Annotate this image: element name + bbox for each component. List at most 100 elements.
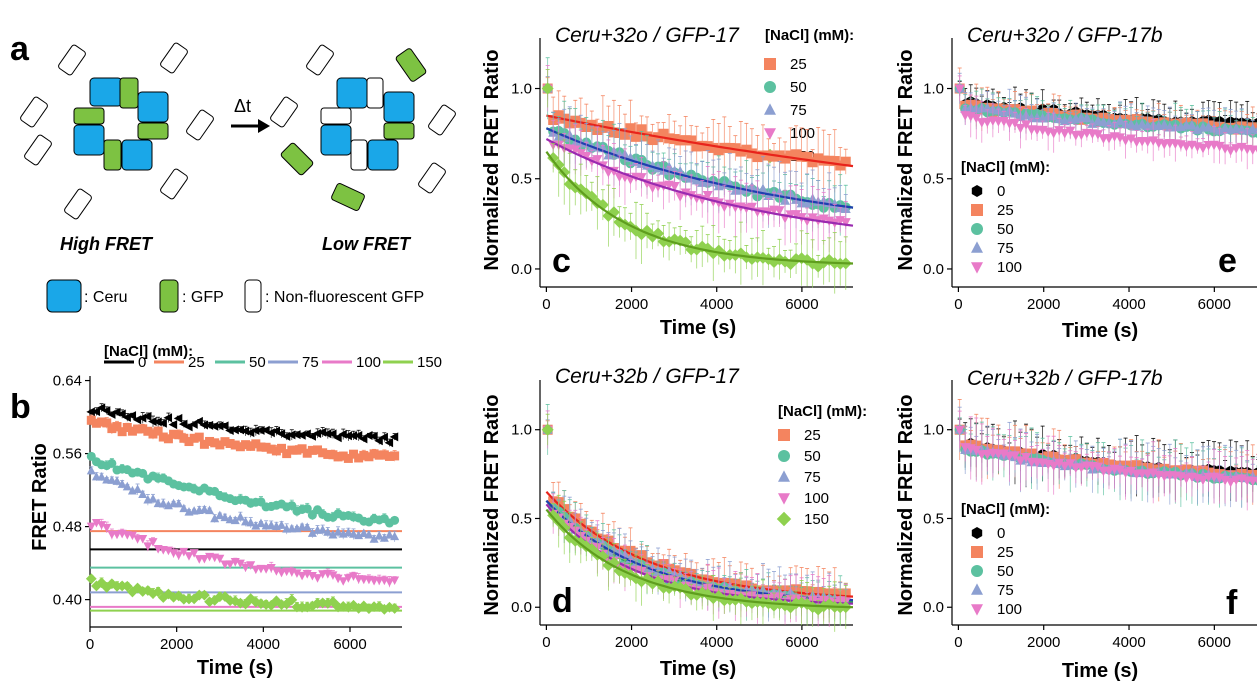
data-point <box>251 521 261 530</box>
data-point <box>91 418 101 428</box>
data-point <box>338 451 348 461</box>
data-point <box>734 247 747 260</box>
data-point <box>647 135 658 146</box>
data-point <box>1021 452 1032 463</box>
y-axis-title: FRET Ratio <box>29 443 51 551</box>
x-tick-label: 6000 <box>1198 296 1231 313</box>
data-point <box>1197 143 1208 154</box>
data-point <box>277 443 287 453</box>
data-point <box>307 571 317 581</box>
data-point <box>1186 120 1197 130</box>
data-point <box>1253 126 1257 134</box>
data-point <box>338 577 348 586</box>
data-point <box>1120 468 1131 478</box>
data-point <box>266 444 276 454</box>
legend-marker-0 <box>971 185 983 197</box>
data-point <box>169 549 179 558</box>
ceru-block <box>89 77 123 107</box>
data-point <box>158 432 168 442</box>
data-point <box>603 120 614 131</box>
data-point <box>152 586 164 598</box>
data-point <box>570 145 581 156</box>
data-point <box>291 430 301 440</box>
data-point <box>235 442 245 452</box>
series-0 <box>86 403 402 551</box>
data-point <box>757 183 768 194</box>
data-point <box>349 572 359 581</box>
data-point <box>333 452 343 462</box>
data-point <box>189 433 199 443</box>
data-point <box>625 123 636 134</box>
data-point <box>302 522 312 531</box>
data-point <box>302 504 312 514</box>
legend-marker-50 <box>778 450 790 462</box>
data-point <box>840 156 851 167</box>
data-point <box>210 513 220 523</box>
y-tick-label: 0.5 <box>511 510 532 527</box>
key-dark-gfp-swatch <box>244 279 262 313</box>
series-layer <box>541 404 854 632</box>
data-point <box>122 481 132 491</box>
data-point <box>97 417 107 427</box>
data-point <box>730 143 741 154</box>
data-point <box>363 603 375 615</box>
data-point <box>343 574 353 583</box>
legend-marker-25 <box>971 546 983 558</box>
data-point <box>250 425 260 435</box>
data-point <box>199 589 210 601</box>
data-point <box>86 415 96 425</box>
data-point <box>1225 146 1236 156</box>
x-tick-label: 6000 <box>785 634 818 651</box>
legend-f: 0 25 50 75 100 <box>971 525 1022 618</box>
legend-marker-100 <box>764 128 776 140</box>
data-point <box>323 527 333 536</box>
legend-marker-50 <box>764 81 776 93</box>
series-layer <box>85 403 402 615</box>
data-point <box>752 152 763 163</box>
low-fret-caption: Low FRET <box>322 234 412 254</box>
data-point <box>189 549 199 558</box>
data-point <box>592 155 603 165</box>
x-tick-label: 4000 <box>700 634 733 651</box>
x-tick-label: 4000 <box>1112 296 1145 313</box>
legend-label-25: 25 <box>997 544 1014 561</box>
arrow-icon <box>231 119 270 133</box>
data-point <box>780 153 791 164</box>
data-point <box>829 156 840 167</box>
data-point <box>1059 129 1070 139</box>
data-point <box>142 411 152 421</box>
data-point <box>127 426 137 436</box>
x-tick-label: 0 <box>954 634 962 651</box>
data-point <box>215 440 225 450</box>
data-point <box>205 505 215 515</box>
legend-label-0: 0 <box>997 183 1005 200</box>
data-point <box>117 479 127 488</box>
data-point <box>596 550 609 563</box>
data-point <box>1092 130 1103 140</box>
x-tick-label: 4000 <box>1112 634 1145 651</box>
data-point <box>127 411 137 421</box>
series-100 <box>954 75 1257 170</box>
legend-marker-50 <box>971 223 983 235</box>
panel-e-chart: Ceru+32o / GFP-17b e [NaCl] (mM): 0 25 50 7… <box>895 24 1257 342</box>
data-point <box>348 431 358 441</box>
gfp-block <box>119 77 139 109</box>
data-point <box>636 124 647 135</box>
data-point <box>158 418 167 428</box>
data-point <box>173 413 183 423</box>
gfp-block <box>280 142 314 176</box>
data-point <box>807 213 818 223</box>
data-point <box>675 192 686 202</box>
legend-label-25: 25 <box>804 427 821 444</box>
data-point <box>143 542 153 551</box>
data-point <box>132 582 143 594</box>
y-tick-label: 0.64 <box>53 373 82 390</box>
gfp-block <box>103 139 122 171</box>
dark-gfp-block <box>24 134 52 166</box>
data-point <box>163 546 173 556</box>
data-point <box>199 439 209 449</box>
data-point <box>148 494 158 503</box>
x-tick-label: 4000 <box>700 296 733 313</box>
data-point <box>153 417 162 427</box>
ceru-block <box>383 91 415 123</box>
